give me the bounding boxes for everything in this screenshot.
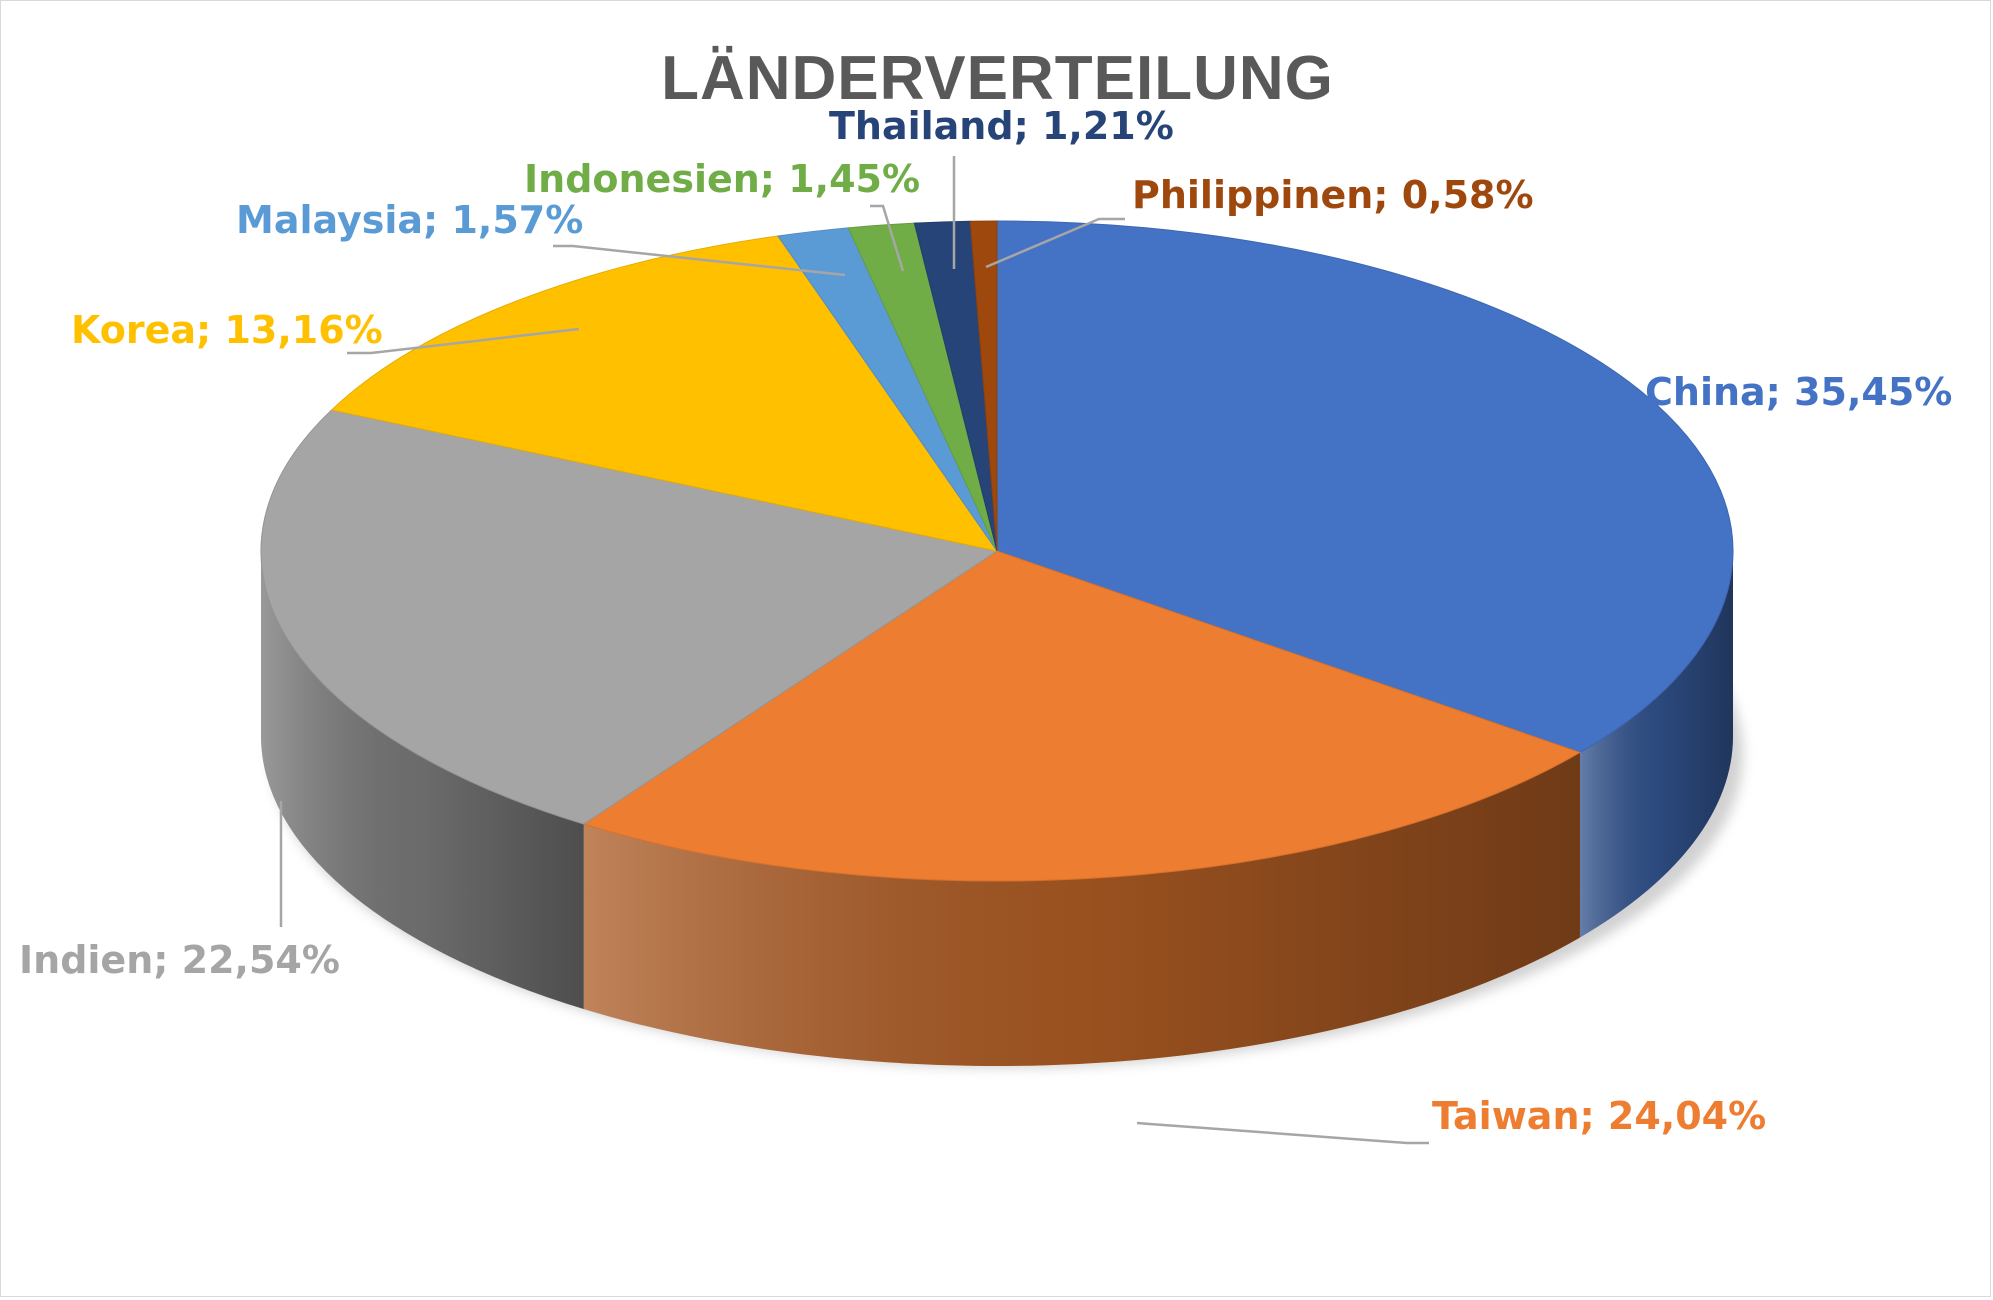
leader-line-korea [347, 327, 580, 355]
slice-korea[interactable] [330, 235, 999, 552]
slice-indien[interactable] [260, 409, 999, 825]
slice-side-shading-china [1579, 551, 1733, 938]
leader-line-malaysia [553, 244, 846, 277]
slice-taiwan[interactable] [582, 550, 1582, 882]
data-label-taiwan: Taiwan; 24,04% [1432, 1094, 1766, 1138]
data-label-korea: Korea; 13,16% [71, 308, 383, 352]
data-label-indonesien: Indonesien; 1,45% [524, 157, 920, 201]
data-label-thailand: Thailand; 1,21% [829, 104, 1174, 148]
slice-side-shading-taiwan [583, 752, 1580, 1066]
chart-title: LÄNDERVERTEILUNG [661, 44, 1334, 113]
leader-line-indonesien [870, 204, 905, 272]
slice-side-shading-indien [261, 551, 584, 1010]
data-label-indien: Indien; 22,54% [19, 938, 340, 982]
slice-china[interactable] [996, 220, 1734, 753]
slice-philippinen[interactable] [969, 220, 998, 552]
data-label-china: China; 35,45% [1645, 370, 1952, 414]
leader-line-taiwan [1136, 1121, 1429, 1145]
data-label-malaysia: Malaysia; 1,57% [236, 198, 583, 242]
data-label-philippinen: Philippinen; 0,58% [1132, 173, 1534, 217]
leader-line-philippinen [985, 217, 1125, 269]
